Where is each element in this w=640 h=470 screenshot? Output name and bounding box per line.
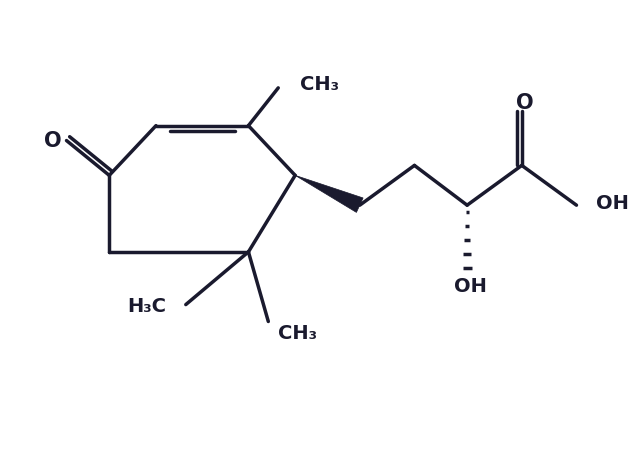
Text: O: O (516, 93, 534, 113)
Text: CH₃: CH₃ (278, 324, 317, 343)
Text: O: O (44, 131, 61, 150)
Text: OH: OH (454, 277, 486, 296)
Polygon shape (295, 175, 363, 212)
Text: OH: OH (596, 194, 629, 213)
Text: H₃C: H₃C (127, 297, 166, 316)
Text: CH₃: CH₃ (300, 75, 339, 94)
